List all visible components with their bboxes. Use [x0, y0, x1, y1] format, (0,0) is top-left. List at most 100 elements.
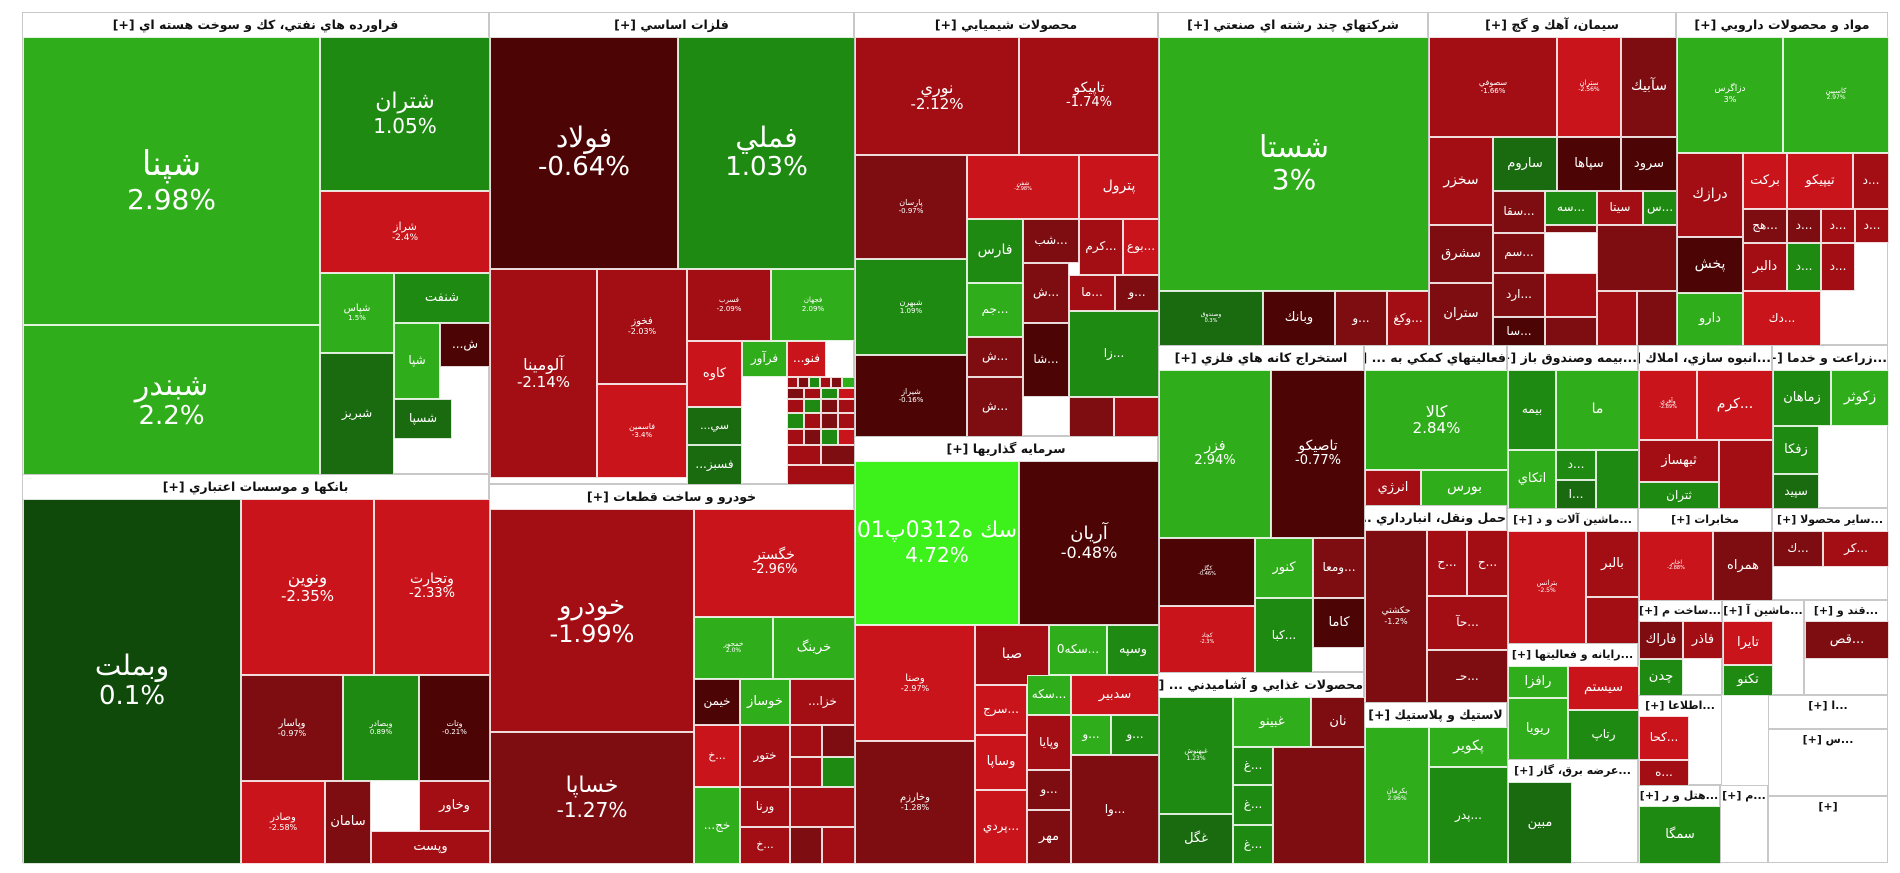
small-tile[interactable]: [838, 429, 855, 445]
stock-tile[interactable]: دالبر: [1743, 243, 1787, 291]
stock-tile[interactable]: ...س: [1643, 191, 1677, 225]
small-tile[interactable]: [787, 388, 804, 399]
sector-header[interactable]: استخراج كانه هاي فلزي [+]: [1174, 350, 1348, 365]
stock-tile[interactable]: وبصادر 0.89%: [343, 675, 419, 781]
stock-tile[interactable]: پخش: [1677, 237, 1743, 293]
stock-tile[interactable]: پكرمان 2.96%: [1365, 727, 1429, 864]
stock-tile[interactable]: ...ومعا: [1313, 538, 1365, 598]
stock-tile[interactable]: خيمن: [694, 679, 740, 725]
sector-header[interactable]: فلزات اساسي [+]: [614, 17, 729, 32]
sector-header[interactable]: محصولات غذايي و آشاميدني ... [+]: [1159, 677, 1363, 692]
stock-tile[interactable]: ...و: [1027, 770, 1071, 810]
stock-tile[interactable]: اتكاي: [1508, 450, 1556, 509]
stock-tile[interactable]: ...ش: [967, 337, 1023, 377]
stock-tile[interactable]: سآبيك: [1621, 37, 1677, 137]
stock-tile[interactable]: غبينو: [1233, 697, 1311, 747]
small-tile[interactable]: [822, 757, 855, 787]
stock-tile[interactable]: ...د: [1787, 243, 1821, 291]
small-tile[interactable]: [821, 399, 838, 413]
stock-tile[interactable]: خمحور 2.0%: [694, 617, 773, 679]
stock-tile[interactable]: ...و: [1071, 715, 1111, 755]
stock-tile[interactable]: سي...: [687, 407, 742, 445]
small-tile[interactable]: [1586, 597, 1639, 644]
stock-tile[interactable]: ...كرم: [1697, 370, 1773, 440]
sector-header[interactable]: [+]: [1818, 800, 1838, 813]
stock-tile[interactable]: ثتران: [1639, 482, 1719, 509]
small-tile[interactable]: [821, 413, 838, 429]
stock-tile[interactable]: ...شب: [1023, 219, 1079, 263]
stock-tile[interactable]: ...خ: [740, 827, 790, 864]
stock-tile[interactable]: كاما: [1313, 598, 1365, 648]
stock-tile[interactable]: خج...: [694, 787, 740, 864]
stock-tile[interactable]: ...غ: [1233, 785, 1273, 825]
small-tile[interactable]: [804, 413, 821, 429]
small-tile[interactable]: [822, 725, 855, 757]
small-tile[interactable]: [787, 465, 855, 485]
stock-tile[interactable]: ...ك: [1773, 531, 1823, 567]
stock-tile[interactable]: حكشتي -1.2%: [1365, 530, 1427, 703]
sector-header[interactable]: ...س [+]: [1802, 733, 1854, 746]
sector-header[interactable]: ...قند و [+]: [1813, 604, 1879, 617]
stock-tile[interactable]: آريان -0.48%: [1019, 461, 1159, 625]
stock-tile[interactable]: ...و: [1335, 291, 1387, 346]
stock-tile[interactable]: پارسان -0.97%: [855, 155, 967, 259]
sector-header[interactable]: شركتهاي چند رشته اي صنعتي [+]: [1187, 17, 1399, 32]
stock-tile[interactable]: شنفت: [394, 273, 490, 323]
stock-tile[interactable]: اخابر -2.88%: [1639, 531, 1713, 601]
stock-tile[interactable]: ...خ: [694, 725, 740, 787]
stock-tile[interactable]: درازك: [1677, 153, 1743, 237]
stock-tile[interactable]: فسبز...: [687, 445, 742, 485]
stock-tile[interactable]: سخزر: [1429, 137, 1493, 225]
sector-header[interactable]: ...ماشين آلات و د [+]: [1513, 513, 1632, 526]
stock-tile[interactable]: فارس: [967, 219, 1023, 283]
stock-tile[interactable]: شبندر 2.2%: [23, 325, 320, 475]
stock-tile[interactable]: ستران: [1429, 283, 1493, 346]
stock-tile[interactable]: كاسپين 2.97%: [1783, 37, 1889, 153]
stock-tile[interactable]: خوساز: [740, 679, 790, 725]
stock-tile[interactable]: سشرق: [1429, 225, 1493, 283]
stock-tile[interactable]: تيپيكو: [1787, 153, 1853, 209]
sector-header[interactable]: مواد و محصولات دارويي [+]: [1694, 17, 1870, 32]
stock-tile[interactable]: تكنو: [1723, 665, 1773, 696]
sector-header[interactable]: ...ا [+]: [1808, 699, 1848, 712]
small-tile[interactable]: [838, 413, 855, 429]
small-tile[interactable]: [787, 445, 821, 465]
stock-tile[interactable]: خرينگ: [773, 617, 855, 679]
stock-tile[interactable]: تايرا: [1723, 621, 1773, 665]
small-tile[interactable]: [821, 429, 838, 445]
stock-tile[interactable]: ...د: [1821, 243, 1855, 291]
stock-tile[interactable]: سمگا: [1639, 806, 1721, 864]
small-tile[interactable]: [787, 377, 798, 388]
sector-header[interactable]: حمل ونقل، انبارداري ... [+]: [1365, 510, 1506, 525]
small-tile[interactable]: [798, 377, 809, 388]
stock-tile[interactable]: فاسمين -3.4%: [597, 384, 687, 478]
stock-tile[interactable]: رتاپ: [1568, 710, 1639, 760]
stock-tile[interactable]: مبين: [1508, 782, 1572, 864]
stock-tile[interactable]: آلومينا -2.14%: [490, 269, 597, 478]
stock-tile[interactable]: سيتا: [1597, 191, 1643, 225]
stock-tile[interactable]: وصادر -2.58%: [241, 781, 325, 864]
stock-tile[interactable]: وپاسار -0.97%: [241, 675, 343, 781]
stock-tile[interactable]: ...ح: [1467, 530, 1508, 596]
stock-tile[interactable]: وصندوق 0.3%: [1159, 291, 1263, 346]
stock-tile[interactable]: ...حـ: [1427, 650, 1508, 703]
stock-tile[interactable]: وبملت 0.1%: [23, 499, 241, 864]
small-tile[interactable]: [1545, 317, 1597, 346]
small-tile[interactable]: [804, 388, 821, 399]
stock-tile[interactable]: شسپا: [394, 399, 452, 439]
stock-tile[interactable]: وخاور: [419, 781, 490, 831]
small-tile[interactable]: [822, 827, 855, 864]
stock-tile[interactable]: بركت: [1743, 153, 1787, 209]
stock-tile[interactable]: تاصيكو -0.77%: [1271, 370, 1365, 538]
stock-tile[interactable]: وآفري -2.89%: [1639, 370, 1697, 440]
sector-header[interactable]: ...اطلاعا [+]: [1645, 699, 1715, 712]
stock-tile[interactable]: ...سرج: [975, 685, 1027, 735]
small-tile[interactable]: [1114, 397, 1159, 437]
stock-tile[interactable]: ...دك: [1743, 291, 1821, 346]
stock-tile[interactable]: ...ه: [1639, 760, 1689, 786]
stock-tile[interactable]: سدبير: [1071, 675, 1159, 715]
small-tile[interactable]: [1596, 450, 1639, 509]
stock-tile[interactable]: ...و: [1115, 275, 1159, 311]
stock-tile[interactable]: فرآور: [742, 341, 787, 377]
sector-header[interactable]: لاستيك و پلاستيك [+]: [1368, 707, 1503, 722]
